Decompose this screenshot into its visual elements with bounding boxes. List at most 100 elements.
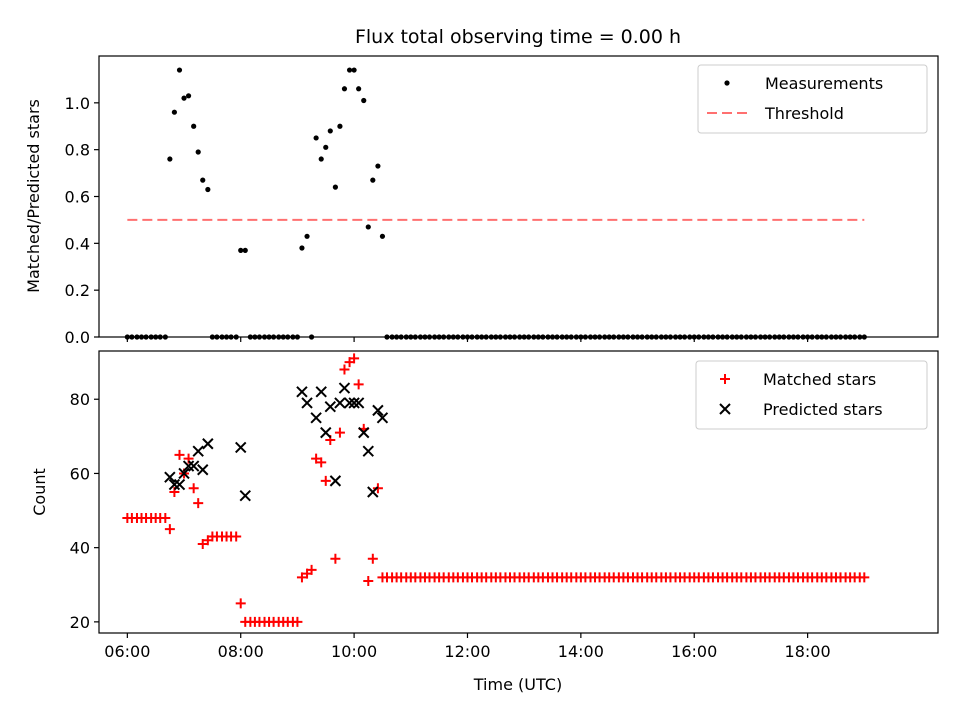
x-tick-label: 10:00 [331,642,377,661]
data-point [323,144,329,150]
legend-label: Matched stars [763,370,876,389]
data-point [361,97,367,104]
data-point [235,598,246,609]
data-point [375,163,381,169]
data-point [330,553,341,564]
data-point [353,379,364,390]
y-tick-label: 0.4 [65,234,90,253]
legend-label: Threshold [764,104,844,123]
y-tick-label: 0.2 [65,281,90,300]
x-tick-label: 06:00 [104,642,150,661]
data-point [310,412,322,424]
y-tick-label: 40 [70,539,90,558]
data-point [299,245,305,251]
y-tick-label: 0.8 [65,141,90,160]
data-point [351,67,357,73]
data-point [356,86,362,92]
data-point [315,386,327,398]
data-point [195,149,201,155]
y-tick-label: 60 [70,464,90,483]
data-point [332,184,338,190]
data-point [327,128,333,134]
top-panel: Flux total observing time = 0.00 h 0.00.… [24,26,939,347]
data-point [324,400,336,413]
data-point [346,67,353,73]
data-point [370,177,376,183]
top-y-axis-label: Matched/Predicted stars [24,99,43,293]
legend-item: Matched stars [720,370,876,389]
y-tick-label: 1.0 [65,94,90,113]
data-point [339,364,350,375]
data-point [171,109,177,115]
legend-item: Predicted stars [719,400,883,419]
data-point [379,233,386,239]
data-point [296,386,308,398]
data-point [343,397,356,409]
data-point [320,426,332,439]
data-point [296,572,307,583]
data-point [235,441,247,454]
data-point [197,464,209,476]
data-point [352,397,365,409]
data-point [376,412,389,424]
data-point [338,382,351,394]
legend-item: Threshold [707,104,844,123]
axes-frame [98,350,939,634]
data-point [239,490,251,502]
y-tick-label: 0.0 [65,328,90,347]
data-point [160,512,171,523]
legend-label: Measurements [765,74,883,93]
data-point [304,233,310,239]
data-point [358,426,370,439]
data-point [231,531,242,542]
data-point [363,576,374,587]
data-point [205,186,211,193]
data-point [301,397,313,409]
legend-marker [720,374,730,384]
data-point [365,224,371,230]
data-point [341,86,348,92]
data-point [200,177,206,183]
data-point [334,427,345,438]
data-point [192,445,204,457]
data-point [202,438,214,450]
data-point [181,95,187,101]
data-point [168,478,181,491]
data-point [367,486,379,498]
x-tick-label: 16:00 [671,642,717,661]
data-point [178,467,190,480]
x-tick-label: 14:00 [558,642,604,661]
data-point [188,483,199,494]
data-point [859,572,870,583]
data-point [313,135,319,141]
data-point [329,475,342,487]
top-plot-area: 0.0 0.2 0.4 0.6 0.8 1.0 [65,55,939,347]
data-point [167,156,173,162]
legend-marker [719,403,731,415]
data-point [182,460,195,472]
data-point [334,397,346,409]
data-point [292,616,303,627]
legend-item: Measurements [724,74,883,93]
data-point [348,397,360,409]
data-point [187,460,200,472]
data-point [362,445,374,457]
data-point [372,404,384,417]
data-point [337,123,343,129]
top-legend: Measurements Threshold [697,64,928,134]
data-point [320,475,331,486]
bottom-y-axis-label: Count [30,468,49,516]
chart-title: Flux total observing time = 0.00 h [355,26,681,48]
data-point [318,156,324,162]
bottom-legend: Matched stars Predicted stars [695,360,928,430]
y-tick-label: 0.6 [65,188,90,207]
data-point [306,564,317,575]
x-tick-label: 18:00 [785,642,831,661]
y-tick-label: 80 [70,390,90,409]
data-point [185,93,192,99]
data-point [173,478,186,491]
data-point [349,353,360,364]
x-tick-label: 12:00 [444,642,490,661]
data-point [174,449,185,460]
data-point [164,471,176,483]
